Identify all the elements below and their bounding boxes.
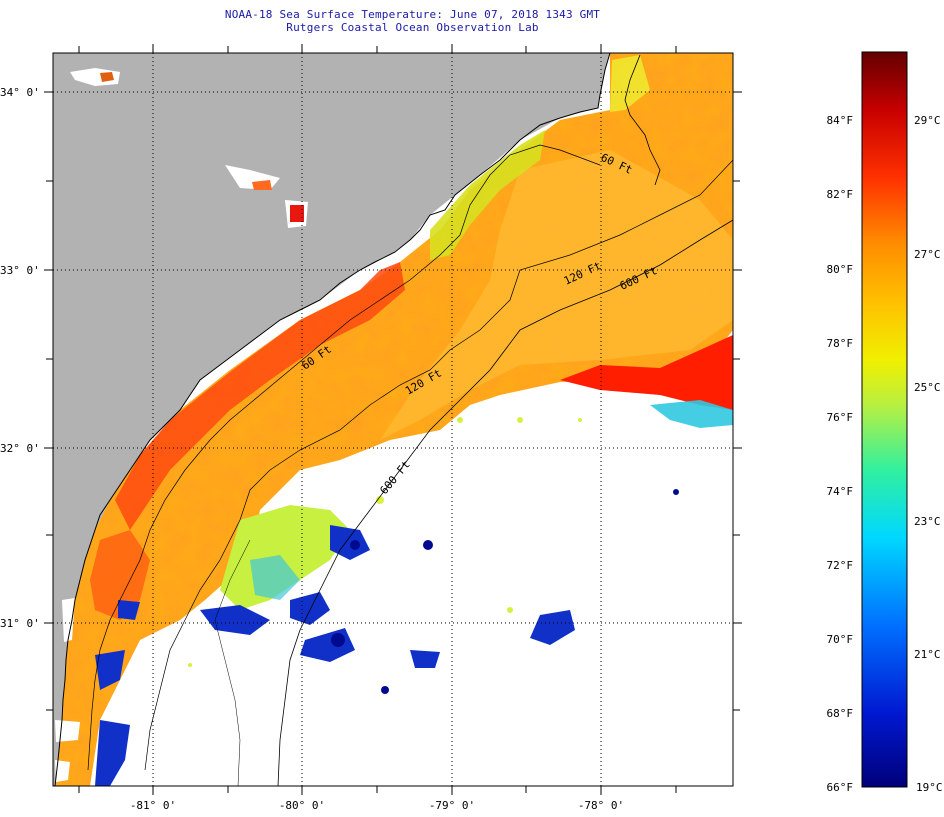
cb-c-23: 23°C bbox=[914, 515, 941, 528]
coastline bbox=[54, 53, 611, 786]
sst-cold-blobs bbox=[95, 525, 575, 786]
cb-f-78: 78°F bbox=[827, 337, 854, 350]
sst-nearshore-warm-2 bbox=[90, 530, 150, 620]
cb-f-68: 68°F bbox=[827, 707, 854, 720]
land-cloud-sst bbox=[100, 72, 304, 222]
cb-c-19: 19°C bbox=[916, 781, 943, 794]
cb-f-82: 82°F bbox=[827, 188, 854, 201]
cb-c-27: 27°C bbox=[914, 248, 941, 261]
lat-label-32: 32° 0' bbox=[0, 442, 40, 455]
sst-coldest-blobs bbox=[331, 489, 679, 694]
isobath-600ft bbox=[277, 219, 733, 786]
intracoastal-line bbox=[624, 54, 661, 186]
longitude-labels: -81° 0' -80° 0' -79° 0' -78° 0' bbox=[130, 799, 624, 812]
frame-ticks bbox=[44, 44, 742, 795]
colorbar-celsius-labels: 29°C 27°C 25°C 23°C 21°C 19°C bbox=[914, 114, 943, 794]
cb-f-80: 80°F bbox=[827, 263, 854, 276]
cb-f-74: 74°F bbox=[827, 485, 854, 498]
lon-label-78: -78° 0' bbox=[578, 799, 624, 812]
sst-gulfstream-warm bbox=[560, 335, 733, 410]
isobath-detail bbox=[214, 539, 251, 786]
graticule bbox=[53, 53, 733, 786]
cb-c-25: 25°C bbox=[914, 381, 941, 394]
sst-cool-upwelling bbox=[220, 505, 350, 610]
map-frame bbox=[52, 52, 734, 787]
land-mass bbox=[53, 53, 610, 786]
lon-label-80: -80° 0' bbox=[279, 799, 325, 812]
lon-label-81: -81° 0' bbox=[130, 799, 176, 812]
cb-f-72: 72°F bbox=[827, 559, 854, 572]
sst-cool-upwelling-2 bbox=[250, 555, 300, 600]
cb-f-84: 84°F bbox=[827, 114, 854, 127]
lat-label-33: 33° 0' bbox=[0, 264, 40, 277]
sst-nearshore-cool bbox=[430, 130, 545, 260]
lat-label-34: 34° 0' bbox=[0, 86, 40, 99]
colorbar-gradient bbox=[861, 51, 908, 788]
sst-scattered-flecks bbox=[188, 417, 582, 667]
sst-nearshore-cool-2 bbox=[610, 55, 650, 112]
cb-f-76: 76°F bbox=[827, 411, 854, 424]
cb-c-29: 29°C bbox=[914, 114, 941, 127]
cb-c-21: 21°C bbox=[914, 648, 941, 661]
sst-nearshore-warm bbox=[115, 262, 405, 530]
cb-f-70: 70°F bbox=[827, 633, 854, 646]
latitude-labels: 34° 0' 33° 0' 32° 0' 31° 0' bbox=[0, 86, 40, 630]
colorbar: 84°F 82°F 80°F 78°F 76°F 74°F 72°F 70°F … bbox=[827, 51, 943, 794]
map-content bbox=[53, 53, 733, 786]
isobath-120ft bbox=[144, 159, 733, 771]
colorbar-fahrenheit-labels: 84°F 82°F 80°F 78°F 76°F 74°F 72°F 70°F … bbox=[827, 114, 854, 794]
isobath-60ft bbox=[87, 144, 601, 771]
lon-label-79: -79° 0' bbox=[429, 799, 475, 812]
map-subtitle: Rutgers Coastal Ocean Observation Lab bbox=[286, 21, 539, 34]
map-title: NOAA-18 Sea Surface Temperature: June 07… bbox=[224, 8, 601, 21]
lat-label-31: 31° 0' bbox=[0, 617, 40, 630]
sst-gulfstream-edge bbox=[650, 400, 733, 428]
cb-f-66: 66°F bbox=[827, 781, 854, 794]
